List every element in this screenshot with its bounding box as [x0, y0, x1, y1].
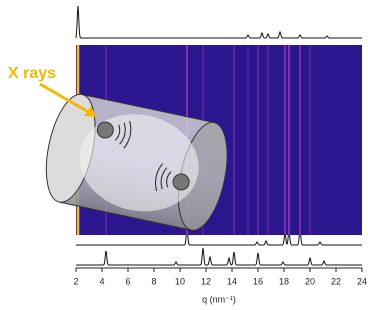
x-tick-label: 20: [305, 276, 315, 286]
x-tick-label: 24: [357, 276, 367, 286]
x-tick-label: 4: [99, 276, 104, 286]
x-tick-label: 16: [253, 276, 263, 286]
x-tick-label: 6: [125, 276, 130, 286]
xray-label: X rays: [8, 65, 56, 82]
figure: X rays 24681012141618202224 q (nm⁻¹): [0, 0, 368, 310]
spectrum: [76, 248, 362, 265]
x-tick-label: 12: [201, 276, 211, 286]
x-tick-label: 22: [331, 276, 341, 286]
x-tick-label: 18: [279, 276, 289, 286]
x-tick-label: 8: [151, 276, 156, 286]
x-tick-label: 2: [73, 276, 78, 286]
axis-label: q (nm⁻¹): [202, 294, 236, 304]
x-tick-label: 14: [227, 276, 237, 286]
x-tick-label: 10: [175, 276, 185, 286]
spectrum: [76, 6, 362, 38]
